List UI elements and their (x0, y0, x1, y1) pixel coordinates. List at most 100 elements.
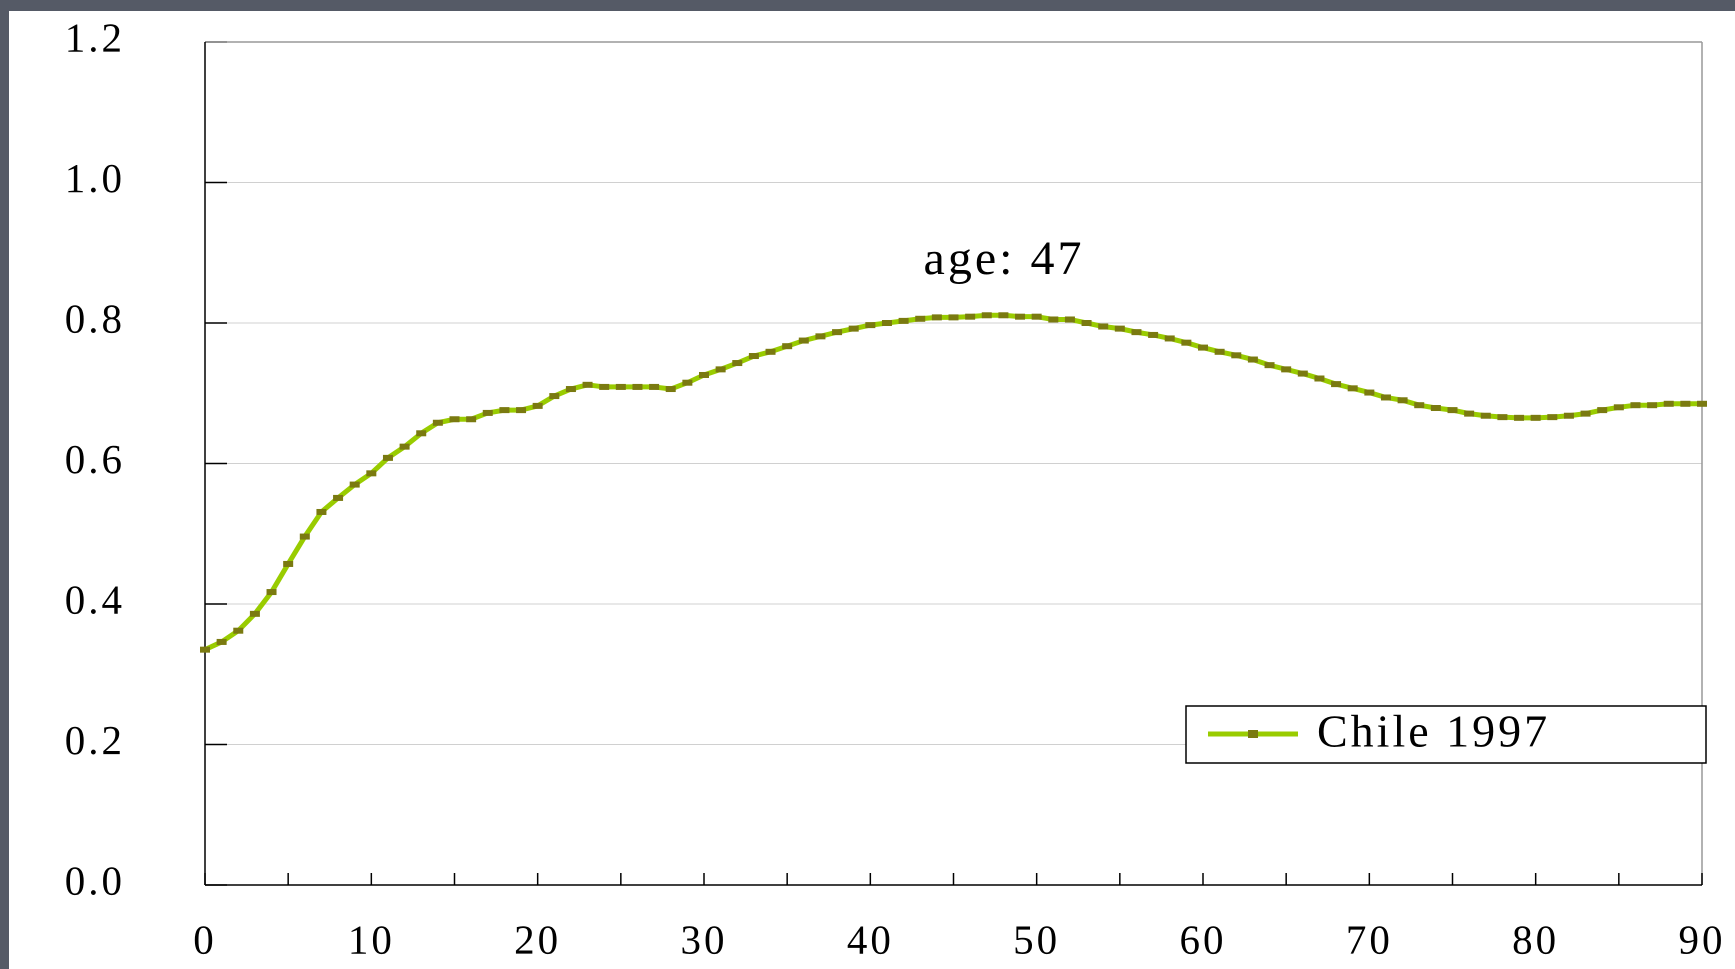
data-point (1647, 402, 1658, 409)
x-tick-label: 80 (1512, 916, 1559, 962)
data-point (1148, 331, 1159, 338)
data-point (1131, 329, 1142, 336)
data-point (366, 470, 377, 477)
data-point (1198, 344, 1208, 351)
data-point (732, 360, 743, 367)
data-point (1247, 356, 1258, 363)
data-point (699, 371, 709, 378)
data-point (416, 430, 427, 437)
data-point (782, 343, 793, 350)
data-point (316, 508, 327, 515)
data-point (283, 560, 294, 567)
data-point (798, 337, 809, 344)
data-point (432, 419, 443, 426)
data-point (449, 416, 460, 423)
x-tick-label: 70 (1346, 916, 1393, 962)
data-point (1380, 394, 1391, 401)
y-tick-label: 1.2 (65, 14, 125, 60)
data-point (1580, 410, 1591, 417)
data-point (499, 407, 510, 414)
data-point (865, 322, 876, 329)
data-point (333, 494, 344, 501)
data-point (1031, 313, 1042, 320)
data-point (299, 533, 310, 540)
data-point (815, 333, 826, 340)
x-tick-label: 40 (847, 916, 894, 962)
data-point (948, 314, 959, 321)
data-point (249, 610, 260, 617)
data-point (532, 402, 543, 409)
data-point (1613, 404, 1624, 411)
data-point (1547, 414, 1558, 421)
data-point (998, 312, 1009, 319)
data-point (233, 627, 244, 634)
y-tick-label: 0.8 (65, 295, 125, 341)
data-point (382, 454, 393, 461)
data-point (1480, 412, 1491, 419)
data-point (1464, 410, 1475, 417)
data-point (565, 386, 576, 393)
data-point (1114, 325, 1125, 332)
x-tick-label: 20 (514, 916, 561, 962)
data-point (1680, 400, 1691, 407)
x-tick-label: 10 (348, 916, 395, 962)
data-point (898, 317, 909, 324)
data-point (1015, 313, 1026, 320)
data-point (1098, 323, 1109, 330)
data-point (1214, 348, 1225, 355)
data-point (549, 393, 560, 400)
data-point (981, 312, 992, 319)
data-point (1597, 407, 1608, 414)
data-point (1497, 414, 1508, 421)
data-point (1264, 362, 1275, 369)
data-point (466, 416, 477, 423)
data-point (848, 325, 859, 332)
data-point (1697, 400, 1707, 407)
data-point (715, 366, 726, 373)
data-point (582, 381, 593, 388)
data-point (1430, 405, 1441, 412)
data-point (1347, 385, 1358, 392)
chart-background (9, 11, 1735, 969)
data-point (482, 409, 493, 416)
data-point (599, 383, 610, 390)
y-tick-label: 0.2 (65, 717, 125, 763)
legend-marker (1248, 730, 1258, 738)
y-tick-label: 0.0 (65, 857, 125, 903)
data-point (1331, 381, 1342, 388)
data-point (1563, 412, 1574, 419)
data-point (1414, 402, 1425, 409)
data-point (1530, 414, 1541, 421)
y-tick-label: 1.0 (65, 155, 125, 201)
data-point (1081, 320, 1092, 326)
data-point (1397, 397, 1408, 404)
data-point (1231, 352, 1242, 359)
data-point (1164, 335, 1175, 342)
data-point (682, 379, 693, 386)
y-tick-label: 0.4 (65, 576, 125, 622)
data-point (1514, 414, 1525, 421)
x-tick-label: 0 (193, 916, 217, 962)
y-tick-label: 0.6 (65, 436, 125, 482)
data-point (1364, 389, 1375, 396)
data-point (615, 383, 626, 390)
data-point (1297, 370, 1308, 377)
annotation: age: 47 (924, 232, 1085, 285)
x-tick-label: 60 (1180, 916, 1227, 962)
data-point (765, 348, 776, 355)
data-point (881, 320, 892, 326)
data-point (965, 313, 976, 320)
data-point (349, 481, 360, 488)
data-point (649, 383, 660, 390)
data-point (1064, 316, 1075, 323)
data-point (915, 315, 926, 322)
data-point (665, 386, 676, 393)
x-tick-label: 30 (681, 916, 728, 962)
data-point (748, 353, 759, 360)
data-point (200, 646, 210, 653)
data-point (832, 329, 843, 336)
data-point (1447, 407, 1458, 414)
legend-label: Chile 1997 (1317, 706, 1550, 757)
